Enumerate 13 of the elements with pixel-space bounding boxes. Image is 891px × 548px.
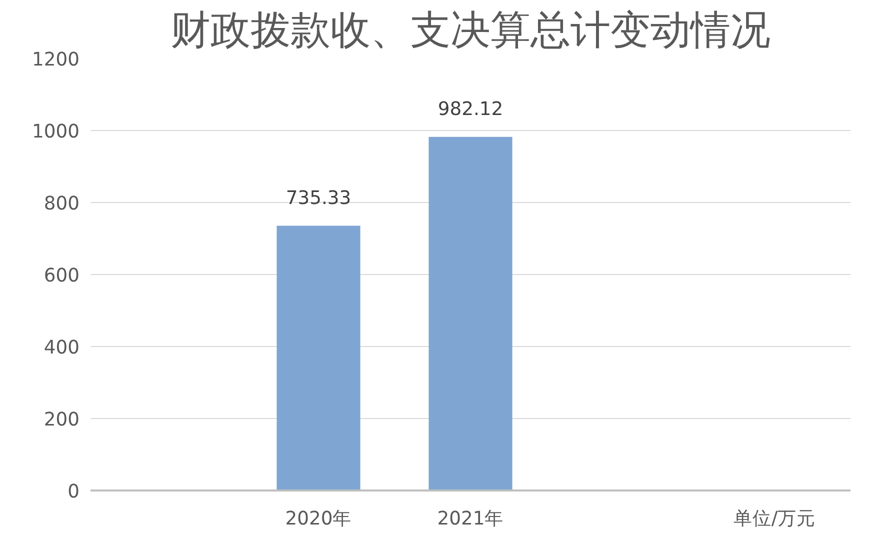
chart-title: 财政拨款收、支决算总计变动情况 <box>170 8 770 54</box>
data-label: 982.12 <box>438 98 504 120</box>
x-tick-label: 单位/万元 <box>733 508 816 530</box>
y-tick-label: 0 <box>68 482 80 502</box>
y-tick-label: 800 <box>44 194 80 214</box>
y-tick-label: 1200 <box>32 50 80 70</box>
y-tick-label: 400 <box>44 338 80 358</box>
x-tick-label: 2021年 <box>437 508 504 530</box>
y-tick-label: 1000 <box>32 122 80 142</box>
y-tick-label: 600 <box>44 266 80 286</box>
data-label: 735.33 <box>286 188 352 209</box>
x-tick-label: 2020年 <box>285 508 352 530</box>
y-tick-label: 200 <box>44 410 80 430</box>
